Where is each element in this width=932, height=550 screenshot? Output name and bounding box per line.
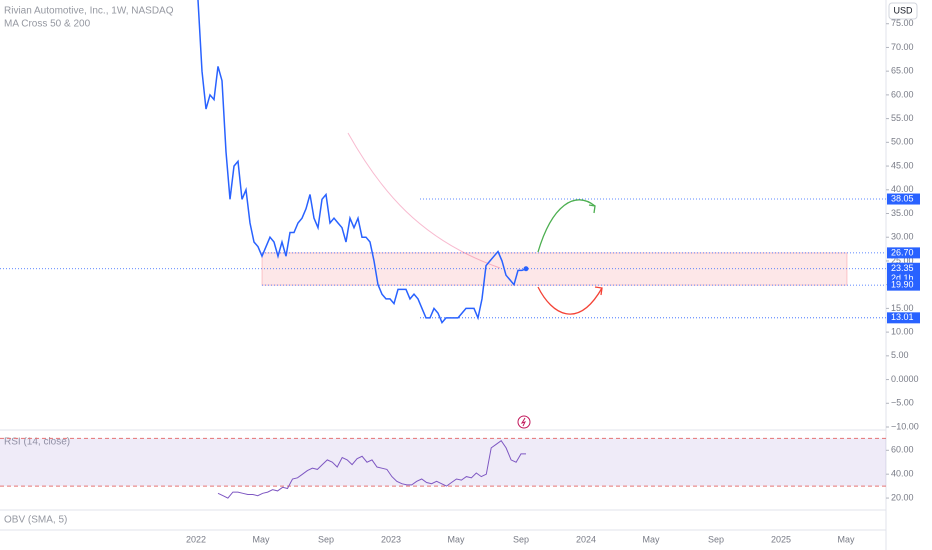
- x-tick-label: May: [447, 534, 465, 544]
- y-tick-label: −5.00: [891, 398, 914, 408]
- up-arrow: [537, 199, 596, 253]
- x-tick-label: 2024: [576, 534, 596, 544]
- y-tick-label: 55.00: [891, 113, 914, 123]
- obv-name: OBV (SMA, 5): [4, 515, 67, 526]
- ma-curve: [347, 132, 501, 269]
- x-tick-label: Sep: [513, 534, 529, 544]
- y-tick-label: 65.00: [891, 66, 914, 76]
- rsi-band-fill: [0, 438, 886, 487]
- up-arrowhead: [588, 204, 596, 214]
- y-tick-label: −10.00: [891, 421, 919, 431]
- rsi-tick-label: 40.00: [891, 469, 914, 479]
- x-tick-label: May: [837, 534, 855, 544]
- y-tick-label: 45.00: [891, 160, 914, 170]
- down-arrow: [537, 286, 603, 315]
- rsi-tick-label: 60.00: [891, 445, 914, 455]
- y-tick-label: 0.0000: [891, 374, 919, 384]
- y-tick-label: 40.00: [891, 184, 914, 194]
- y-tick-label: 70.00: [891, 42, 914, 52]
- y-tick-label: 5.00: [891, 350, 909, 360]
- price-badge-label: 38.05: [891, 193, 914, 203]
- down-arrowhead: [594, 286, 603, 296]
- x-tick-label: 2022: [186, 534, 206, 544]
- y-tick-label: 10.00: [891, 326, 914, 336]
- y-tick-label: 35.00: [891, 208, 914, 218]
- price-badge-label: 13.01: [891, 312, 914, 322]
- currency-button[interactable]: [888, 2, 918, 20]
- countdown-label: 2d 1h: [891, 273, 914, 283]
- x-tick-label: May: [252, 534, 270, 544]
- last-point: [523, 266, 529, 272]
- price-badge: [887, 193, 920, 205]
- price-badge: [887, 262, 920, 285]
- rsi-line: [217, 439, 526, 499]
- x-tick-label: 2025: [771, 534, 791, 544]
- x-tick-label: 2023: [381, 534, 401, 544]
- y-tick-label: 75.00: [891, 18, 914, 28]
- y-tick-label: 30.00: [891, 232, 914, 242]
- symbol-title: Rivian Automotive, Inc., 1W, NASDAQ: [4, 6, 174, 17]
- y-tick-label: 50.00: [891, 137, 914, 147]
- price-badge: [887, 279, 920, 291]
- y-tick-label: 60.00: [891, 89, 914, 99]
- rsi-name: RSI (14, close): [4, 437, 70, 448]
- indicator-name: MA Cross 50 & 200: [4, 19, 91, 30]
- x-tick-label: May: [642, 534, 660, 544]
- x-tick-label: Sep: [708, 534, 724, 544]
- price-badge-label: 26.70: [891, 247, 914, 257]
- y-tick-label: 15.00: [891, 303, 914, 313]
- event-bolt: [520, 417, 526, 427]
- x-tick-label: Sep: [318, 534, 334, 544]
- price-badge: [887, 312, 920, 324]
- price-badge-label: 19.90: [891, 280, 914, 290]
- currency-label: USD: [893, 5, 913, 15]
- rsi-tick-label: 20.00: [891, 492, 914, 502]
- price-badge-label: 23.35: [891, 263, 914, 273]
- price-line: [197, 0, 527, 325]
- y-tick-label: 25.00: [891, 255, 914, 265]
- price-badge: [887, 247, 920, 259]
- zone: [261, 252, 848, 286]
